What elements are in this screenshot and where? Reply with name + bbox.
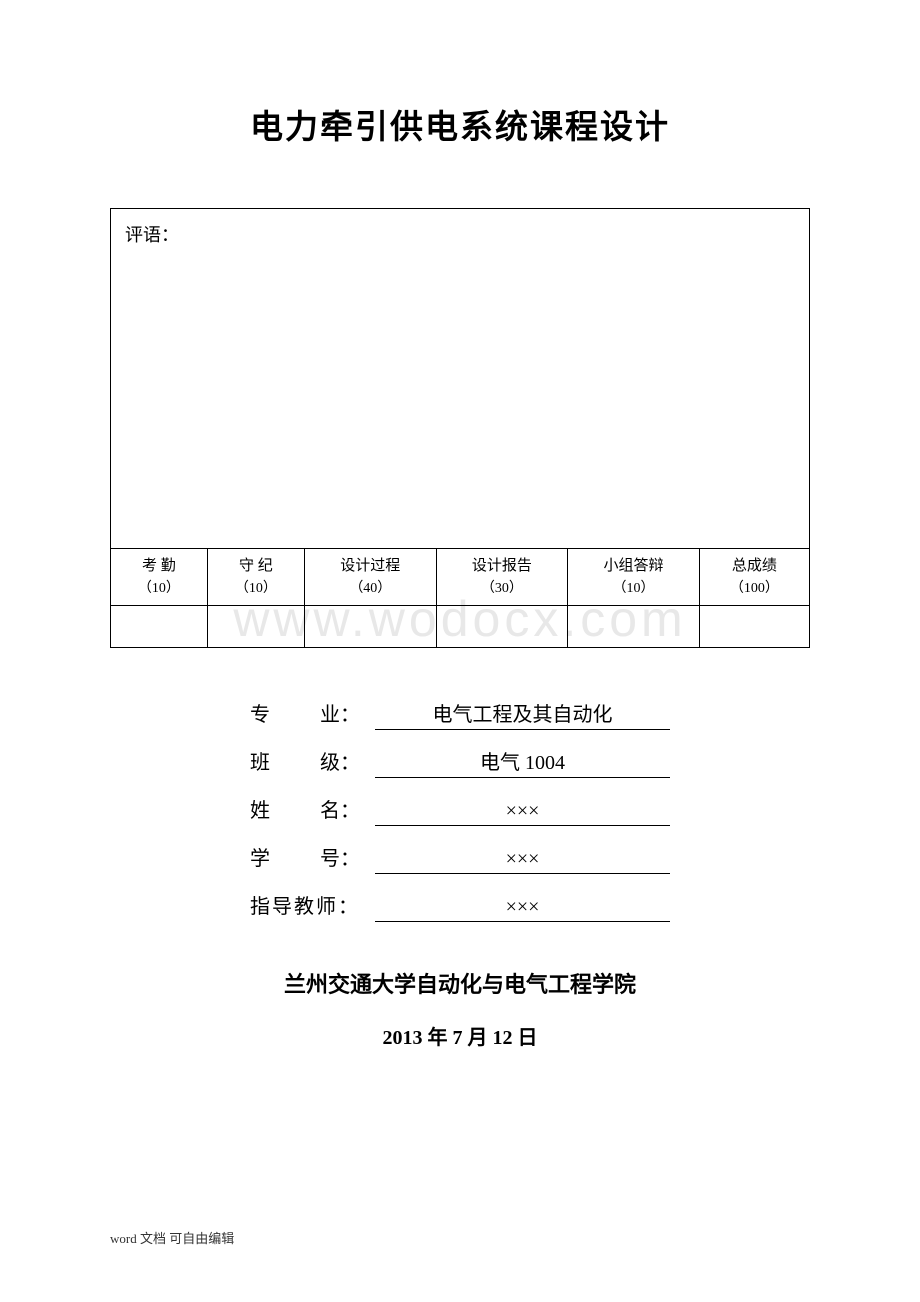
score-header-sub: （10） [572,578,695,599]
score-col-process: 设计过程 （40） [305,549,437,605]
info-section: 专业： 电气工程及其自动化 班级： 电气 1004 姓名： ××× 学号： ××… [250,698,670,922]
evaluation-box: 评语： 考 勤 （10） 守 纪 （10） 设计过程 （40） 设计报告 （3 [110,208,810,648]
date-year: 2013 [383,1027,423,1049]
info-value-name: ××× [375,800,670,826]
info-row-advisor: 指导教师： ××× [250,890,670,922]
score-header-main: 设计过程 [309,555,432,578]
date-month: 7 [453,1027,463,1049]
info-row-name: 姓名： ××× [250,794,670,826]
page-title: 电力牵引供电系统课程设计 [110,100,810,148]
score-header-sub: （40） [309,578,432,599]
institution-name: 兰州交通大学自动化与电气工程学院 [110,967,810,999]
info-value-advisor: ××× [375,896,670,922]
score-header-row: 考 勤 （10） 守 纪 （10） 设计过程 （40） 设计报告 （30） 小组… [111,549,809,605]
score-cell [111,605,207,647]
info-label-class: 班级： [250,746,375,775]
score-header-sub: （10） [212,578,300,599]
score-cell [568,605,700,647]
score-value-row [111,605,809,647]
label-char: 姓 [250,800,320,822]
score-cell [305,605,437,647]
score-col-report: 设计报告 （30） [436,549,568,605]
label-char: 班 [250,752,320,774]
score-col-total: 总成绩 （100） [699,549,809,605]
score-col-attendance: 考 勤 （10） [111,549,207,605]
info-label-advisor: 指导教师： [250,890,375,919]
score-header-sub: （100） [704,578,805,599]
label-char: 专 [250,704,320,726]
info-value-student-id: ××× [375,848,670,874]
label-char: 号 [320,848,340,870]
score-header-sub: （30） [441,578,564,599]
score-cell [699,605,809,647]
score-header-sub: （10） [115,578,203,599]
score-col-defense: 小组答辩 （10） [568,549,700,605]
label-char: 业 [320,704,340,726]
score-cell [436,605,568,647]
info-row-major: 专业： 电气工程及其自动化 [250,698,670,730]
score-header-main: 守 纪 [212,555,300,578]
info-value-class: 电气 1004 [375,746,670,778]
score-header-main: 小组答辩 [572,555,695,578]
comment-label: 评语： [125,225,179,245]
label-char: 学 [250,848,320,870]
info-label-name: 姓名： [250,794,375,823]
date-day-suffix: 日 [513,1027,538,1049]
label-char: 名 [320,800,340,822]
info-row-student-id: 学号： ××× [250,842,670,874]
label-char: 级 [320,752,340,774]
footer-note: word 文档 可自由编辑 [110,1228,234,1247]
info-row-class: 班级： 电气 1004 [250,746,670,778]
date-line: 2013 年 7 月 12 日 [110,1021,810,1050]
date-year-suffix: 年 [423,1027,453,1049]
score-header-main: 考 勤 [115,555,203,578]
score-col-discipline: 守 纪 （10） [207,549,304,605]
score-header-main: 设计报告 [441,555,564,578]
label-text: 指导教师 [250,896,338,918]
comment-section: 评语： [111,209,809,549]
date-month-suffix: 月 [463,1027,493,1049]
info-value-major: 电气工程及其自动化 [375,698,670,730]
info-label-student-id: 学号： [250,842,375,871]
score-header-main: 总成绩 [704,555,805,578]
info-label-major: 专业： [250,698,375,727]
score-cell [207,605,304,647]
score-table: 考 勤 （10） 守 纪 （10） 设计过程 （40） 设计报告 （30） 小组… [111,549,809,647]
date-day: 12 [493,1027,513,1049]
